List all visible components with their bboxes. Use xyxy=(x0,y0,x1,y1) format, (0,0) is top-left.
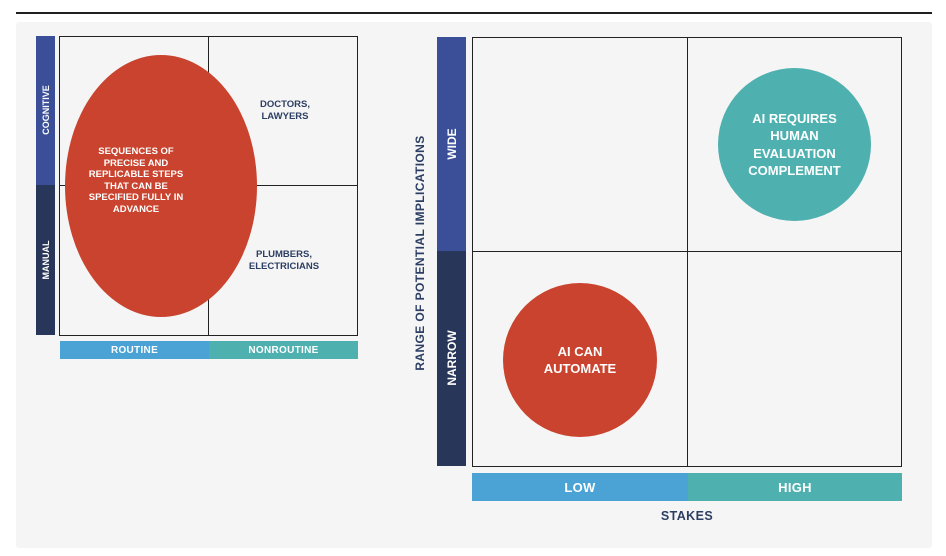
right-grid-horizontal-divider xyxy=(472,251,902,252)
right-y-bar-narrow: NARROW xyxy=(437,251,466,466)
right-red-circle: AI CAN AUTOMATE xyxy=(503,283,657,437)
left-bottom-right-text: PLUMBERS, ELECTRICIANS xyxy=(248,249,320,272)
left-oval xyxy=(65,55,257,317)
left-y-label-cognitive: COGNITIVE xyxy=(41,85,51,135)
left-y-bar-manual: MANUAL xyxy=(36,185,55,335)
right-x-bar-high: HIGH xyxy=(688,473,902,501)
left-y-bar-cognitive: COGNITIVE xyxy=(36,36,55,185)
right-y-bar-wide: WIDE xyxy=(437,37,466,251)
top-divider xyxy=(16,12,932,14)
left-top-right-text: DOCTORS, LAWYERS xyxy=(260,99,310,122)
right-y-label-narrow: NARROW xyxy=(445,330,459,386)
right-y-axis-title: RANGE OF POTENTIAL IMPLICATIONS xyxy=(413,135,427,371)
right-y-label-wide: WIDE xyxy=(445,128,459,160)
right-grid-vertical-divider xyxy=(687,37,688,467)
left-oval-text: SEQUENCES OF PRECISE AND REPLICABLE STEP… xyxy=(88,146,184,215)
right-teal-circle: AI REQUIRES HUMAN EVALUATION COMPLEMENT xyxy=(718,68,871,221)
left-x-bar-routine: ROUTINE xyxy=(60,341,209,359)
right-x-axis-title: STAKES xyxy=(660,509,714,523)
right-x-bar-low: LOW xyxy=(472,473,688,501)
right-teal-circle-text: AI REQUIRES HUMAN EVALUATION COMPLEMENT xyxy=(748,110,841,179)
right-red-circle-text: AI CAN AUTOMATE xyxy=(543,344,617,376)
left-x-bar-nonroutine: NONROUTINE xyxy=(209,341,358,359)
left-y-label-manual: MANUAL xyxy=(41,240,51,280)
